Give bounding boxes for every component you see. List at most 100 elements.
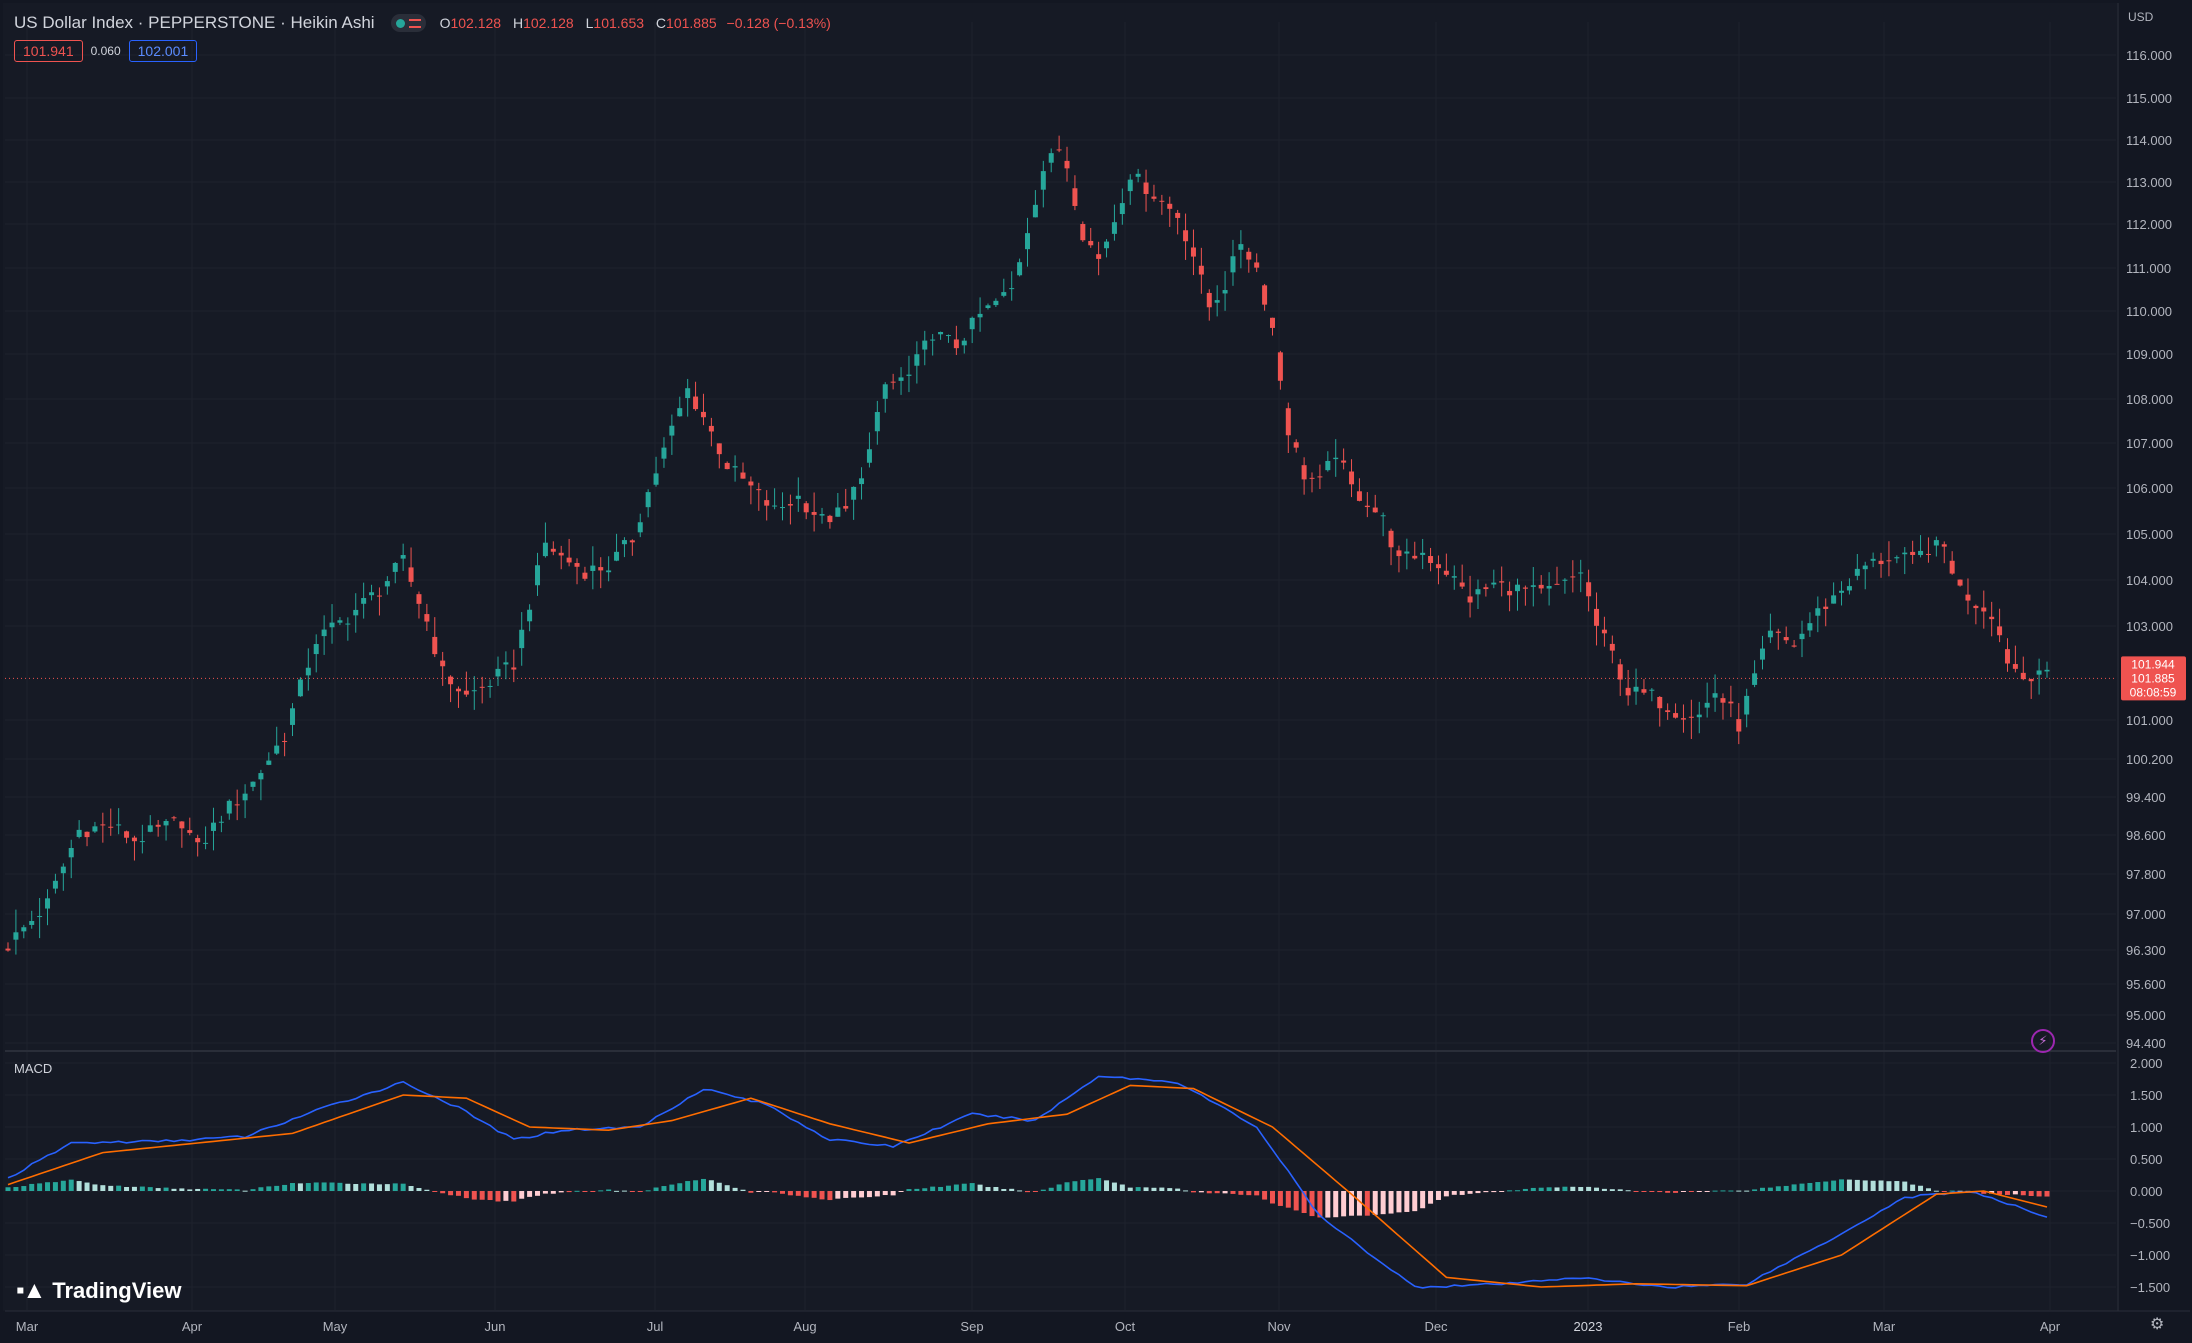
candle-body <box>669 425 675 436</box>
histogram-bar <box>1752 1189 1758 1191</box>
lightning-icon[interactable]: ⚡ <box>2031 1029 2055 1053</box>
candle-body <box>756 489 762 491</box>
histogram-bar <box>1783 1185 1789 1191</box>
candle-body <box>1119 203 1125 215</box>
settings-gear-icon[interactable]: ⚙ <box>2150 1316 2165 1333</box>
candle-body <box>764 500 770 506</box>
candle-body <box>1514 584 1520 592</box>
macd-tick-label: 2.000 <box>2130 1056 2163 1071</box>
histogram-bar <box>582 1191 588 1192</box>
candle-body <box>1965 594 1971 601</box>
candle-body <box>1783 637 1789 641</box>
last-price-text: 08:08:59 <box>2130 685 2177 699</box>
macd-tick-label: 0.500 <box>2130 1152 2163 1167</box>
price-tick-label: 105.000 <box>2126 527 2173 542</box>
candle-body <box>1388 530 1394 548</box>
time-tick-label: Sep <box>960 1319 983 1334</box>
candle-body <box>1925 553 1931 555</box>
histogram-bar <box>1680 1191 1686 1192</box>
histogram-bar <box>92 1184 98 1191</box>
time-tick-label: Oct <box>1115 1319 1136 1334</box>
candle-body <box>147 825 153 832</box>
histogram-bar <box>195 1188 201 1191</box>
candle-body <box>574 563 580 567</box>
histogram-bar <box>76 1181 82 1191</box>
candle-body <box>361 598 367 604</box>
candle-body <box>582 572 588 579</box>
currency-label[interactable]: USD <box>2128 10 2154 24</box>
histogram-bar <box>503 1191 509 1201</box>
symbol-title[interactable]: US Dollar Index · PEPPERSTONE · Heikin A… <box>14 13 375 32</box>
price-tick-label: 104.000 <box>2126 573 2173 588</box>
candle-body <box>1767 630 1773 638</box>
histogram-bar <box>21 1186 27 1191</box>
histogram-bar <box>1910 1184 1916 1191</box>
histogram-bar <box>1325 1191 1331 1218</box>
histogram-bar <box>1025 1191 1030 1193</box>
candle-body <box>250 781 256 787</box>
candle-body <box>1246 251 1252 260</box>
price-tick-label: 97.800 <box>2126 867 2166 882</box>
macd-pane-label[interactable]: MACD <box>14 1061 53 1076</box>
candle-body <box>440 660 446 667</box>
histogram-bar <box>590 1191 596 1192</box>
candle-body <box>1404 551 1410 554</box>
histogram-bar <box>1546 1187 1552 1191</box>
candle-body <box>369 592 375 596</box>
histogram-bar <box>977 1184 983 1191</box>
price-tick-label: 109.000 <box>2126 347 2173 362</box>
candle-body <box>685 388 691 399</box>
visibility-toggle-icon[interactable] <box>390 14 426 32</box>
histogram-bar <box>1831 1180 1837 1191</box>
histogram-bar <box>1894 1181 1900 1191</box>
histogram-bar <box>566 1191 572 1193</box>
time-tick-label: Aug <box>793 1319 816 1334</box>
candle-body <box>266 760 272 765</box>
histogram-bar <box>1514 1190 1520 1192</box>
bid-ask-row: 101.941 0.060 102.001 <box>14 40 198 62</box>
histogram-bar <box>1088 1179 1094 1191</box>
histogram-bar <box>1072 1181 1078 1191</box>
histogram-bar <box>1143 1187 1149 1191</box>
histogram-bar <box>274 1185 280 1191</box>
candle-body <box>448 676 454 685</box>
buy-price-button[interactable]: 102.001 <box>128 40 198 62</box>
sell-price-button[interactable]: 101.941 <box>14 40 83 62</box>
histogram-bar <box>1578 1187 1584 1191</box>
candle-body <box>21 927 27 932</box>
histogram-bar <box>171 1188 177 1191</box>
histogram-bar <box>1333 1191 1339 1218</box>
histogram-bar <box>1404 1191 1410 1212</box>
candle-body <box>1222 290 1228 294</box>
candle-body <box>400 555 406 559</box>
candle-body <box>384 581 390 587</box>
candle-body <box>851 486 857 500</box>
histogram-bar <box>614 1190 620 1192</box>
candle-body <box>1428 556 1434 563</box>
brand-name: TradingView <box>52 1278 182 1303</box>
candle-body <box>629 540 635 543</box>
histogram-bar <box>345 1183 351 1191</box>
candle-body <box>1846 586 1852 591</box>
candle-body <box>1562 579 1568 581</box>
histogram-bar <box>1586 1186 1592 1191</box>
candle-body <box>1507 590 1513 596</box>
histogram-bar <box>1925 1188 1931 1191</box>
candle-body <box>1104 241 1110 249</box>
histogram-bar <box>819 1191 825 1200</box>
candle-body <box>621 540 627 545</box>
candle-body <box>13 932 19 940</box>
histogram-bar <box>756 1191 762 1192</box>
histogram-bar <box>1048 1187 1054 1191</box>
histogram-bar <box>1349 1191 1355 1216</box>
histogram-bar <box>764 1191 770 1192</box>
candle-body <box>1127 179 1133 192</box>
candle-body <box>938 332 944 335</box>
histogram-bar <box>2036 1191 2042 1197</box>
candle-body <box>1017 262 1023 276</box>
candle-body <box>1673 713 1679 718</box>
candle-body <box>84 831 90 838</box>
candle-body <box>60 866 66 874</box>
candle-body <box>693 396 699 410</box>
